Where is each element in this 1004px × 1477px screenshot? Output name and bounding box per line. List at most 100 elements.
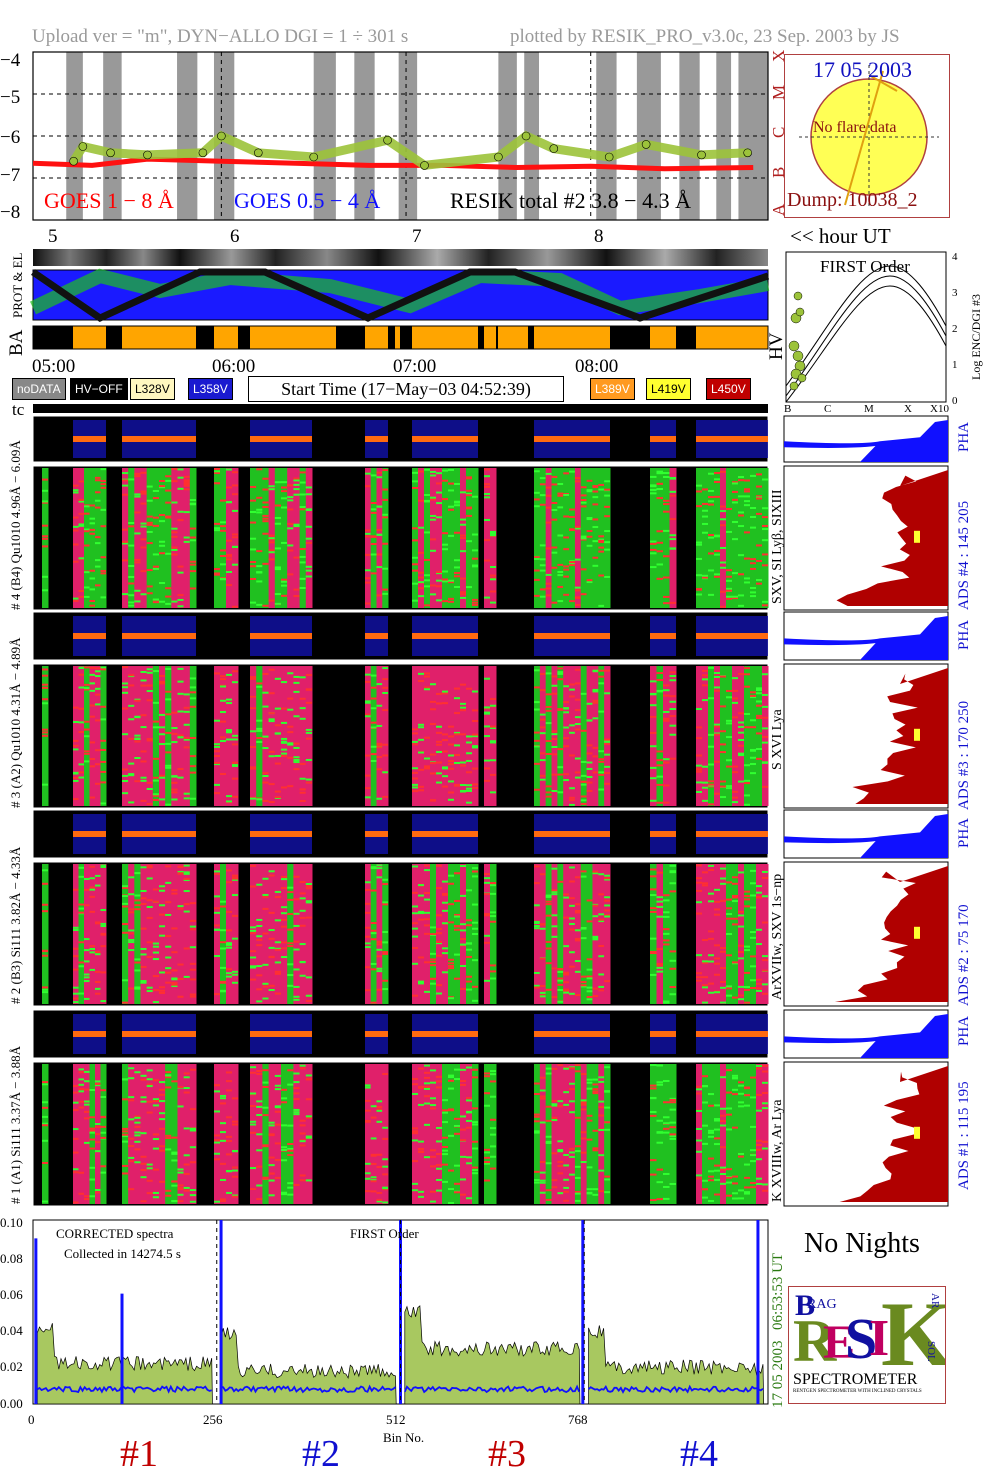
ba-off-block (496, 326, 498, 349)
resik-point (420, 161, 429, 170)
resik-point (604, 152, 614, 162)
svg-text:2: 2 (952, 323, 958, 335)
spectrum-channel-label: #1 (120, 1433, 158, 1475)
spectrum-blue-line (403, 1384, 581, 1394)
ads-histogram (783, 465, 949, 611)
svg-text:0.02: 0.02 (0, 1359, 23, 1374)
ads-label: ADS #4 : 145 205 (956, 500, 972, 610)
logo-letter: R (793, 1308, 837, 1374)
hour-unit-label: << hour UT (790, 224, 891, 248)
ads-histogram (783, 861, 949, 1007)
pha-time-panel (32, 1009, 769, 1059)
spectrum-fill-channel (220, 1327, 397, 1405)
hour-tick: 7 (412, 226, 422, 247)
resik-point (521, 131, 531, 141)
svg-text:B: B (784, 403, 791, 414)
svg-text:3: 3 (952, 287, 958, 299)
goes-y-ticks: −4 −5 −6 −7 −8 (0, 50, 21, 223)
status-strips (29, 249, 770, 350)
ads-label: ADS #3 : 170 250 (956, 700, 972, 810)
pha-time-panel (32, 611, 769, 661)
svg-text:1: 1 (952, 359, 958, 371)
first-order-y-label: Log ENC/DGI #3 (969, 294, 983, 380)
ba-off-block (336, 326, 365, 349)
spectrogram-panel (32, 861, 769, 1007)
legend-goes054: GOES 0.5 − 4 Å (234, 188, 380, 213)
pha-histogram (783, 611, 949, 661)
pha-label: PHA (956, 817, 972, 848)
svg-text:0: 0 (28, 1412, 35, 1427)
resik-point (78, 142, 88, 151)
spectrum-channel-label: #2 (302, 1433, 340, 1475)
logo-letter: SOL (925, 1341, 937, 1362)
resik-point (641, 140, 651, 149)
spectrum-right-time: 06:53:53 UT (770, 1253, 786, 1330)
sun-graphic (799, 65, 939, 207)
ba-off-block (400, 326, 412, 349)
goes-class-letters: X M C B A (769, 50, 788, 216)
logo-letter: I (869, 1310, 890, 1367)
pha-label: PHA (956, 421, 972, 452)
svg-text:C: C (824, 403, 831, 414)
svg-text:M: M (864, 403, 874, 414)
resik-point (309, 152, 319, 162)
ba-off-block (676, 326, 696, 349)
svg-text:0.06: 0.06 (0, 1287, 23, 1302)
spectrum-text3: FIRST Order (350, 1226, 419, 1241)
ba-off-block (33, 326, 73, 349)
legend-goes18: GOES 1 − 8 Å (44, 188, 174, 213)
hour-tick: 8 (594, 226, 604, 247)
channel-left-label: # 3 (A2) Qu1010 4.31Å − 4.89Å (8, 637, 23, 808)
goes18-line (32, 156, 754, 172)
class-letter: M (769, 85, 788, 100)
no-nights-label: No Nights (804, 1228, 920, 1259)
spectrogram-panel (32, 663, 769, 809)
label-prot-el: PROT & EL (10, 252, 25, 319)
sun-date: 17 05 2003 (813, 57, 912, 82)
ba-off-block (196, 326, 214, 349)
svg-text:0: 0 (952, 395, 958, 407)
resik-point (549, 144, 559, 153)
spectrum-fill-channel (588, 1325, 765, 1405)
time-tick: 06:00 (212, 356, 256, 377)
class-letter: A (769, 203, 788, 216)
resik-point (198, 148, 208, 158)
ba-off-block (106, 326, 122, 349)
pha-label: PHA (956, 1015, 972, 1046)
spectrum-blue-line (587, 1384, 764, 1394)
channel-left-label: # 1 (A1) Si111 3.37Å − 3.88Å (8, 1045, 23, 1204)
resik-point (217, 131, 226, 141)
resik-point (494, 152, 503, 162)
logo-fine-print: RENTGEN SPECTROMETER WITH INCLINED CRYST… (793, 1389, 922, 1394)
svg-text:0.10: 0.10 (0, 1215, 23, 1230)
svg-text:256: 256 (203, 1412, 223, 1427)
svg-text:4: 4 (952, 251, 958, 263)
resik-point (69, 156, 78, 166)
spectrum-blue-line (36, 1384, 212, 1394)
spectrum-panel: 0.00 0.02 0.04 0.06 0.08 0.10 0 256 512 … (0, 1215, 786, 1475)
hour-tick: 6 (230, 226, 240, 247)
first-order-panel: FIRST Order 0 1 2 3 4 B C M X X10 Log EN… (784, 251, 983, 414)
class-letter: C (769, 127, 788, 138)
logo-letter: S (845, 1306, 878, 1371)
ba-off-block (388, 326, 395, 349)
ba-off-block (528, 326, 534, 349)
svg-text:0.08: 0.08 (0, 1251, 23, 1266)
spectrum-channel-label: #3 (488, 1433, 526, 1475)
svg-text:X10: X10 (930, 403, 949, 414)
legend-resik: RESIK total #2 3.8 − 4.3 Å (450, 188, 691, 213)
logo-spectrometer: SPECTROMETER (793, 1371, 918, 1388)
spectrogram-panel (32, 1061, 769, 1207)
legend-start-time: Start Time (17−May−03 04:52:39) (248, 376, 564, 402)
time-tick: 05:00 (32, 356, 76, 377)
ba-off-block (238, 326, 250, 349)
ads-label: ADS #2 : 75 170 (956, 904, 972, 1006)
resik-point (383, 135, 392, 145)
label-ba: BA (6, 329, 27, 356)
logo-letter: K (881, 1286, 946, 1385)
spectrogram-panel (32, 465, 769, 611)
svg-text:0.00: 0.00 (0, 1396, 23, 1411)
class-letter: B (769, 167, 788, 178)
spectrum-right-date: 17 05 2003 (770, 1341, 786, 1409)
header-left: Upload ver = "m", DYN−ALLO DGI = 1 ÷ 301… (32, 26, 409, 47)
